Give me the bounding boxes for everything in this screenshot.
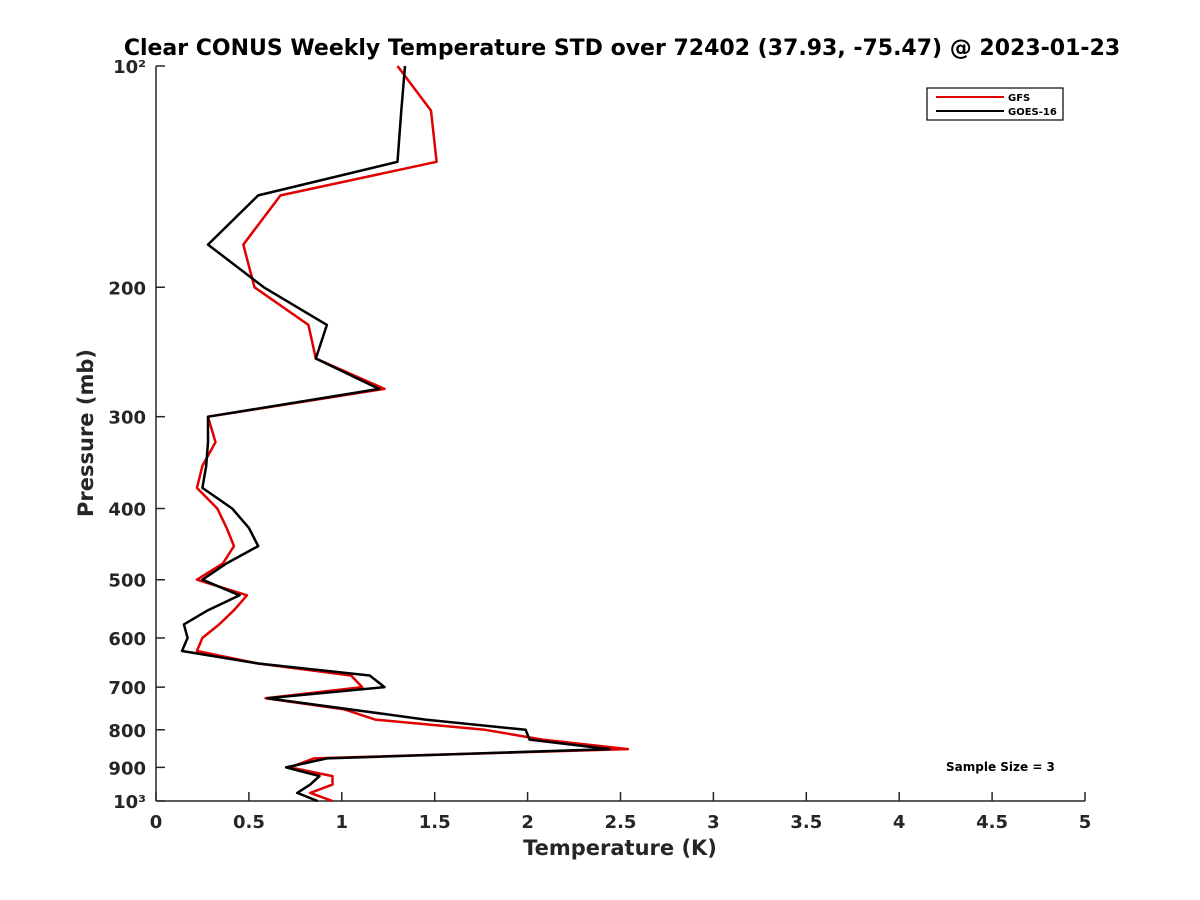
y-tick-label: 700 (108, 678, 146, 699)
y-tick-label: 200 (108, 278, 146, 299)
x-tick-label: 2.5 (605, 812, 637, 833)
series-line-gfs (195, 65, 630, 803)
y-ticks: 10² 200 300 400 500 600 700 800 900 10³ (108, 57, 165, 813)
x-axis-label: Temperature (K) (523, 836, 717, 860)
series-line-goes-16 (180, 65, 611, 803)
x-tick-label: 0 (150, 812, 163, 833)
x-tick-label: 3 (707, 812, 720, 833)
x-tick-label: 4 (893, 812, 906, 833)
legend-label-gfs: GFS (1008, 93, 1030, 104)
chart-title: Clear CONUS Weekly Temperature STD over … (124, 36, 1120, 61)
x-tick-label: 4.5 (976, 812, 1008, 833)
x-ticks: 0 0.5 1 1.5 2 2.5 3 3.5 4 4.5 5 (150, 792, 1092, 833)
legend-label-goes16: GOES-16 (1008, 107, 1057, 118)
y-tick-label: 900 (108, 758, 146, 779)
x-tick-label: 3.5 (790, 812, 822, 833)
y-tick-label: 600 (108, 629, 146, 650)
x-tick-label: 1 (336, 812, 349, 833)
x-tick-label: 5 (1079, 812, 1092, 833)
sample-size-annotation: Sample Size = 3 (946, 760, 1055, 774)
legend-box (926, 87, 1064, 121)
y-tick-label: 10³ (113, 792, 146, 813)
legend: GFS GOES-16 (926, 87, 1064, 121)
y-tick-label: 500 (108, 571, 146, 592)
y-tick-label: 300 (108, 408, 146, 429)
x-tick-label: 0.5 (233, 812, 265, 833)
x-tick-label: 1.5 (419, 812, 451, 833)
y-tick-label: 10² (113, 57, 146, 78)
y-tick-label: 800 (108, 721, 146, 742)
y-tick-label: 400 (108, 500, 146, 521)
x-tick-label: 2 (521, 812, 534, 833)
series-lines (180, 65, 630, 803)
y-axis-label: Pressure (mb) (74, 349, 98, 517)
